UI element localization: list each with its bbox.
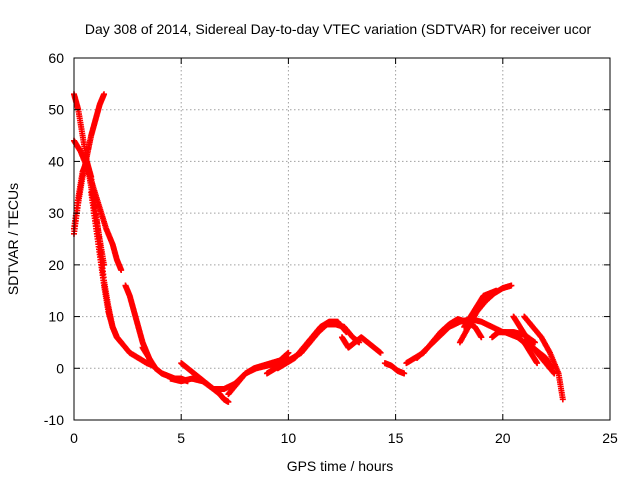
series-pass-13 [339, 334, 384, 356]
data-point [101, 91, 108, 98]
chart-title: Day 308 of 2014, Sidereal Day-to-day VTE… [85, 21, 592, 37]
series-pass-1 [71, 137, 125, 274]
series-pass-21 [521, 313, 566, 403]
data-point [559, 396, 566, 403]
data-point [534, 360, 541, 367]
series-pass-12 [274, 318, 350, 372]
data-point [343, 329, 350, 336]
data-point [493, 287, 500, 294]
y-tick-label: 0 [56, 360, 64, 376]
series-pass-22 [525, 339, 558, 377]
y-axis-label: SDTVAR / TECUs [5, 183, 21, 295]
y-tick-label: 60 [48, 50, 64, 66]
axis-ticks: 0 5 10 15 20 25 -10 0 10 20 30 40 50 60 [44, 50, 618, 446]
y-tick-label: 30 [48, 205, 64, 221]
series-pass-10 [225, 349, 292, 398]
grid-lines [74, 58, 610, 420]
y-tick-label: 10 [48, 309, 64, 325]
data-point [401, 370, 408, 377]
data-point [478, 334, 485, 341]
data-point [551, 370, 558, 377]
data-point [531, 339, 538, 346]
data-marks [71, 91, 566, 405]
x-tick-label: 0 [70, 430, 78, 446]
series-pass-19 [489, 329, 541, 367]
data-point [508, 282, 515, 289]
x-tick-label: 10 [281, 430, 297, 446]
data-point [285, 349, 292, 356]
x-tick-label: 5 [177, 430, 185, 446]
plot-frame [73, 57, 611, 421]
y-tick-label: 20 [48, 257, 64, 273]
y-tick-label: 50 [48, 102, 64, 118]
data-point [377, 349, 384, 356]
y-tick-label: 40 [48, 153, 64, 169]
x-tick-label: 20 [495, 430, 511, 446]
y-tick-label: -10 [44, 412, 64, 428]
x-tick-label: 15 [388, 430, 404, 446]
series-pass-14 [381, 360, 408, 377]
series-pass-18 [461, 287, 500, 330]
x-axis-label: GPS time / hours [287, 458, 394, 474]
x-tick-label: 25 [602, 430, 618, 446]
data-point [118, 267, 125, 274]
data-point [225, 398, 232, 405]
